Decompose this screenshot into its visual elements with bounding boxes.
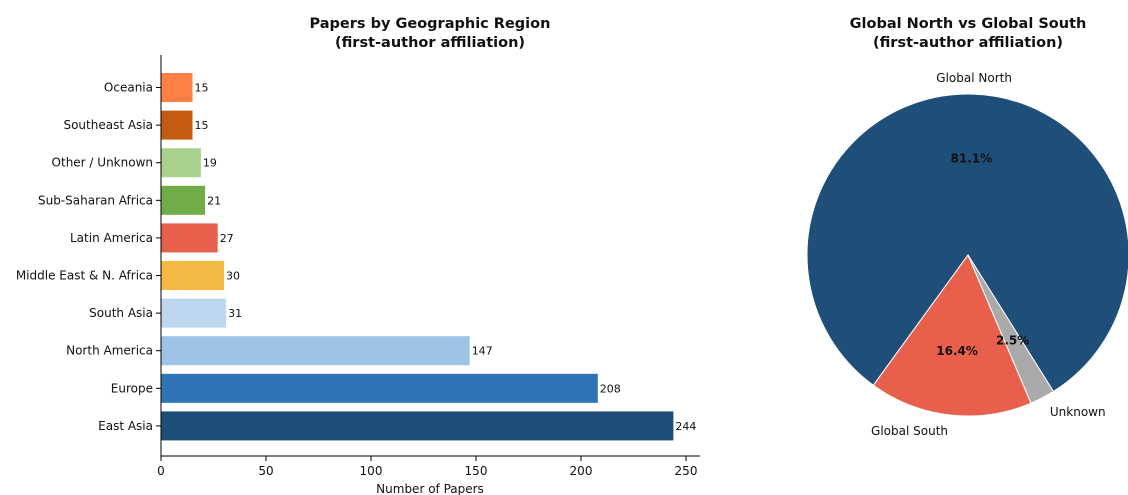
bar-chart-subtitle: (first-author affiliation) — [335, 35, 525, 51]
x-tick-label: 250 — [675, 464, 698, 478]
bar-oceania — [161, 73, 193, 103]
pie-slice-global-north — [806, 93, 1128, 393]
y-tick-label: Sub-Saharan Africa — [38, 193, 153, 207]
pie-slice-global-south — [872, 253, 1032, 417]
bar-sub-saharan-africa — [161, 185, 206, 215]
pie-percent-global-south: 16.4% — [936, 344, 978, 358]
bar-value-label: 208 — [600, 382, 621, 395]
pie-percent-global-north: 81.1% — [951, 151, 993, 165]
x-tick-label: 50 — [258, 464, 273, 478]
bar-chart: Papers by Geographic Region (first-autho… — [16, 16, 700, 495]
y-tick-label: Southeast Asia — [63, 118, 153, 132]
bar-value-label: 30 — [226, 270, 240, 283]
bar-value-label: 27 — [220, 232, 234, 245]
bar-latin-america — [161, 223, 218, 253]
pie-percent-unknown: 2.5% — [996, 334, 1029, 348]
bar-europe — [161, 373, 598, 403]
y-tick-label: East Asia — [98, 419, 153, 433]
pie-plot-area: Global North 81.1% Global South 16.4% Unknow… — [806, 71, 1128, 438]
bar-other-unknown — [161, 148, 201, 178]
y-tick-label: South Asia — [89, 306, 153, 320]
bar-value-label: 15 — [195, 82, 209, 95]
bar-east-asia — [161, 411, 674, 441]
bar-south-asia — [161, 298, 227, 328]
x-tick-label: 100 — [360, 464, 383, 478]
pie-label-global-north: Global North — [936, 71, 1012, 85]
pie-slice-unknown — [967, 254, 1055, 404]
bar-value-label: 21 — [207, 194, 221, 207]
y-tick-label: Oceania — [104, 81, 153, 95]
bar-middle-east-n-africa — [161, 261, 224, 291]
pie-chart: Global North vs Global South (first-auth… — [806, 16, 1128, 438]
y-tick-label: Europe — [111, 381, 153, 395]
bar-plot-area: 244 East Asia 208 Europe 147 North America 31 S… — [16, 73, 698, 478]
pie-chart-title: Global North vs Global South — [850, 16, 1087, 32]
y-tick-label: Middle East & N. Africa — [16, 269, 153, 283]
y-tick-label: North America — [66, 344, 153, 358]
bar-chart-title: Papers by Geographic Region — [310, 16, 551, 32]
y-tick-label: Other / Unknown — [52, 156, 153, 170]
bar-southeast-asia — [161, 110, 193, 140]
pie-label-unknown: Unknown — [1050, 405, 1106, 419]
bar-value-label: 15 — [195, 119, 209, 132]
pie-chart-subtitle: (first-author affiliation) — [873, 35, 1063, 51]
x-axis-label: Number of Papers — [376, 482, 484, 495]
x-tick-label: 200 — [570, 464, 593, 478]
y-tick-label: Latin America — [70, 231, 153, 245]
pie-label-global-south: Global South — [871, 424, 948, 438]
x-tick-label: 0 — [157, 464, 165, 478]
bar-value-label: 31 — [228, 307, 242, 320]
bar-value-label: 244 — [675, 420, 696, 433]
x-tick-label: 150 — [465, 464, 488, 478]
bar-north-america — [161, 336, 470, 366]
bar-value-label: 19 — [203, 157, 217, 170]
bar-value-label: 147 — [472, 345, 493, 358]
